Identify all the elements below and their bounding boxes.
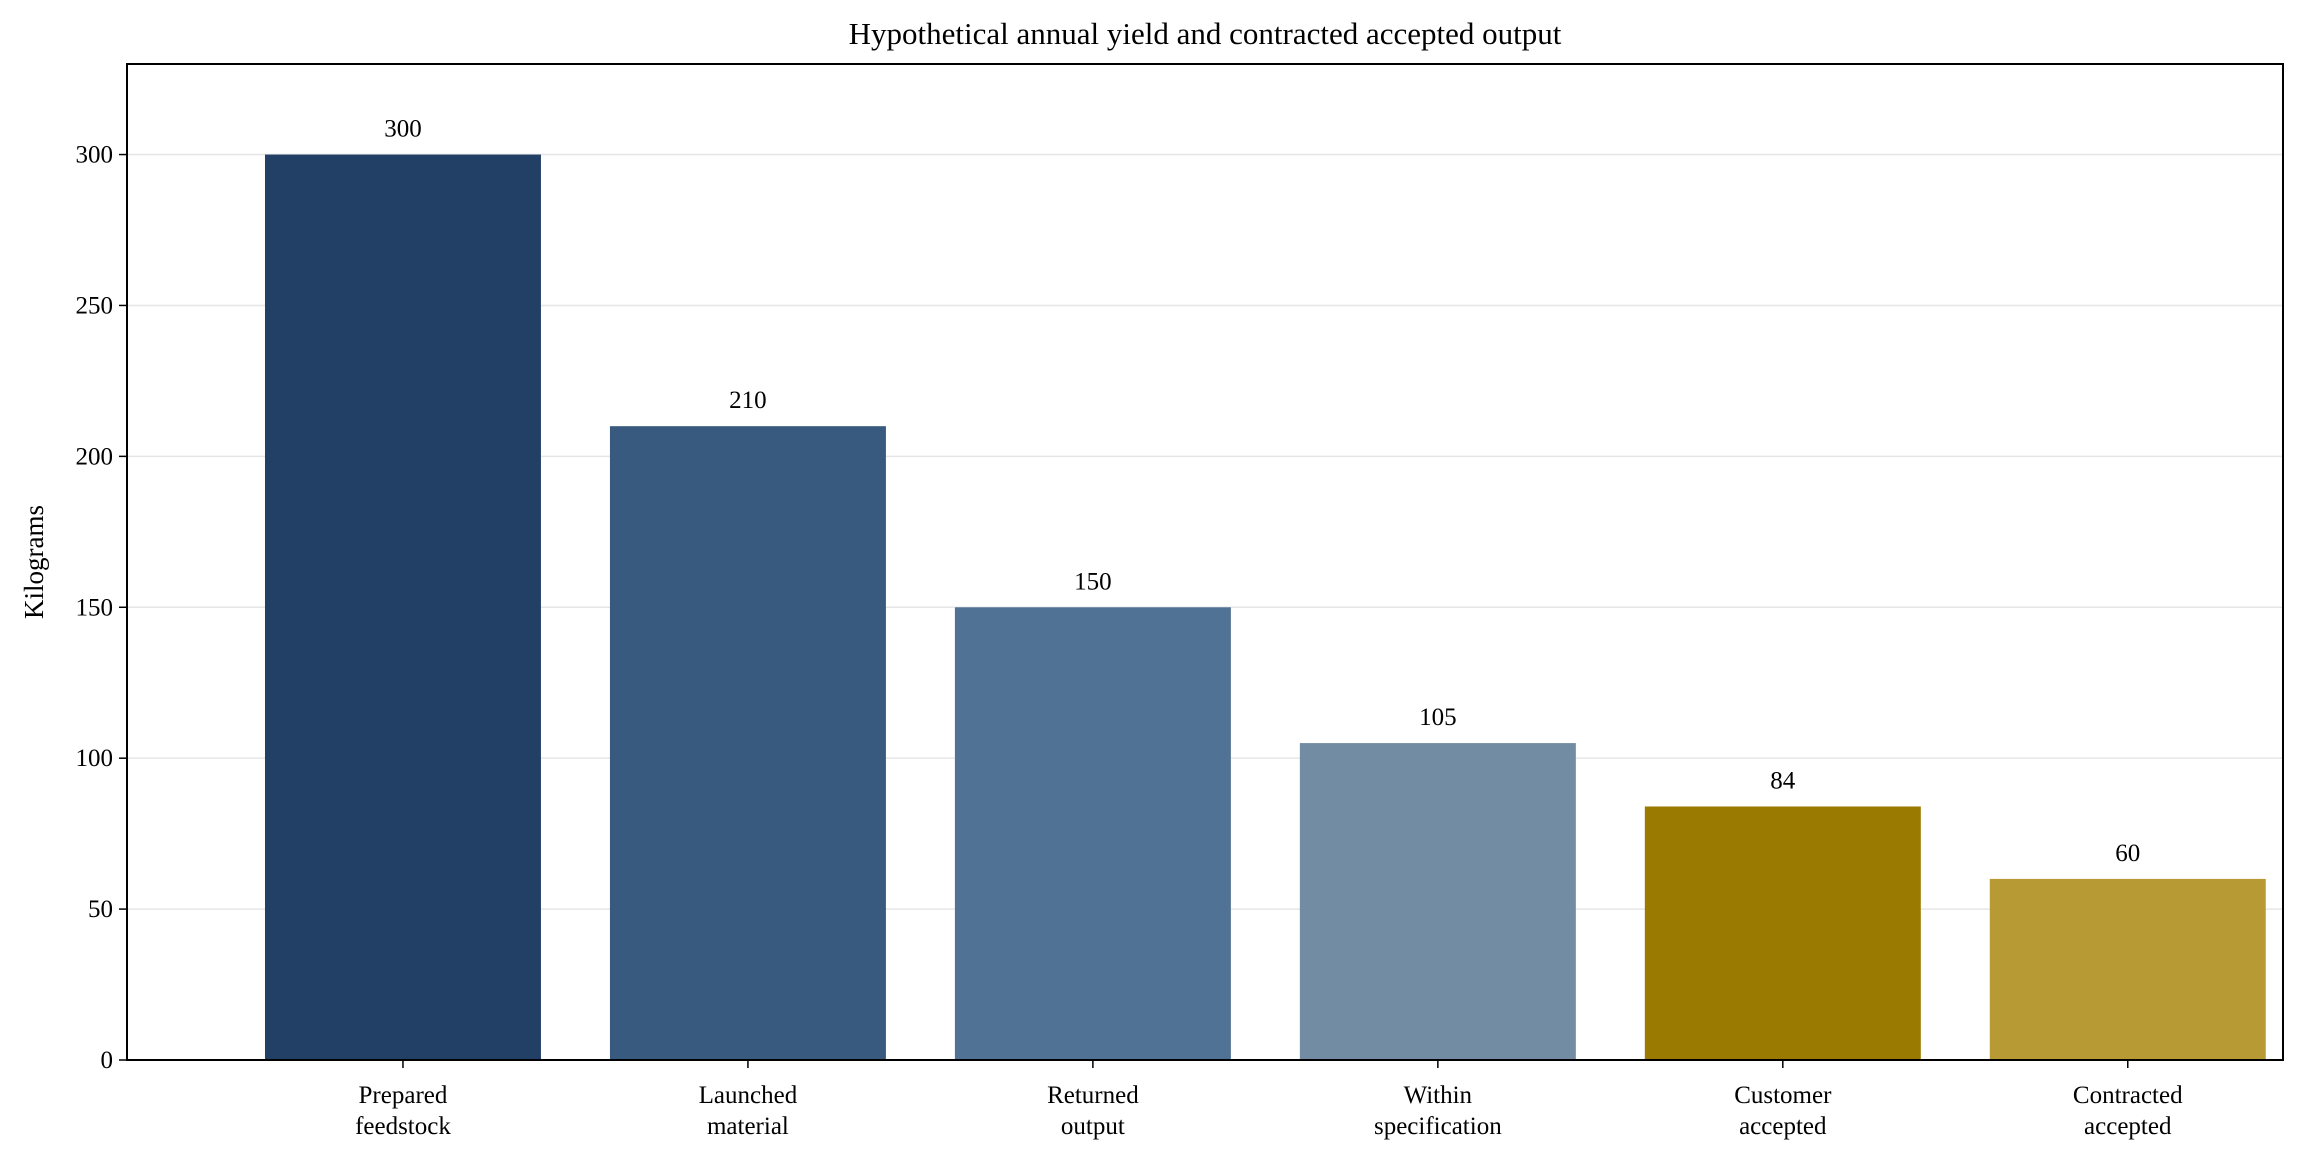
x-tick-label: Prepared feedstock xyxy=(355,1082,451,1140)
bar xyxy=(1299,743,1576,1060)
labels: 300 Prepared feedstock 210 Launched material 1… xyxy=(355,116,2183,1140)
bar-value-label: 105 xyxy=(1419,704,1457,731)
y-tick-label: 0 xyxy=(101,1047,114,1074)
x-tick-label: Customer accepted xyxy=(1734,1082,1832,1140)
y-tick-label: 50 xyxy=(88,896,113,923)
y-tick-label: 200 xyxy=(76,443,114,470)
y-tick-label: 250 xyxy=(76,292,114,319)
x-tick-label-line: Contracted xyxy=(2073,1082,2183,1109)
plot-frame xyxy=(126,63,2284,1061)
x-tick-label-line: Customer xyxy=(1734,1082,1832,1109)
x-tick-label: Contracted accepted xyxy=(2073,1082,2183,1140)
chart-title: Hypothetical annual yield and contracted… xyxy=(849,16,1562,51)
x-tick-label-line: output xyxy=(1061,1113,1125,1140)
bar xyxy=(1644,806,1921,1060)
y-axis-label: Kilograms xyxy=(19,505,49,619)
x-tick-label-line: specification xyxy=(1374,1113,1502,1140)
x-tick-label-line: accepted xyxy=(1739,1113,1827,1140)
bar xyxy=(609,426,886,1060)
x-tick-label-line: feedstock xyxy=(355,1113,451,1140)
x-tick-label-line: Within xyxy=(1404,1082,1473,1109)
y-tick-label: 100 xyxy=(76,745,114,772)
bar xyxy=(954,607,1231,1060)
bars xyxy=(264,154,2266,1060)
x-tick-label: Returned output xyxy=(1047,1082,1139,1140)
bar-value-label: 300 xyxy=(384,116,422,143)
bar-value-label: 150 xyxy=(1074,568,1112,595)
x-tick-label: Within specification xyxy=(1374,1082,1502,1140)
x-tick-label-line: Returned xyxy=(1047,1082,1139,1109)
bar-value-label: 210 xyxy=(729,387,767,414)
bar-value-label: 84 xyxy=(1770,767,1796,794)
y-tick-label: 300 xyxy=(76,142,114,169)
bar xyxy=(1989,878,2266,1060)
x-tick-label-line: accepted xyxy=(2084,1113,2172,1140)
y-tick-label: 150 xyxy=(76,594,114,621)
x-tick-label-line: Launched xyxy=(699,1082,798,1109)
x-tick-label: Launched material xyxy=(699,1082,798,1140)
bar xyxy=(264,154,541,1060)
x-tick-label-line: material xyxy=(707,1113,789,1140)
x-tick-label-line: Prepared xyxy=(359,1082,448,1109)
bar-value-label: 60 xyxy=(2115,840,2140,867)
axis-ticks: 0 50 100 150 200 250 300 xyxy=(76,142,2129,1074)
